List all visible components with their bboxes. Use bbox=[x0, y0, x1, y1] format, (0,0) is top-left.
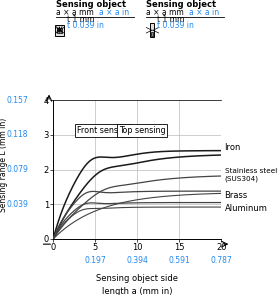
Text: Iron: Iron bbox=[225, 143, 241, 152]
Text: a × a mm: a × a mm bbox=[56, 8, 94, 17]
Text: Front sensing: Front sensing bbox=[77, 126, 130, 135]
Text: 0.118: 0.118 bbox=[7, 130, 28, 140]
Text: 0.591: 0.591 bbox=[168, 255, 190, 265]
Text: 0.394: 0.394 bbox=[126, 255, 148, 265]
Text: Sensing object side: Sensing object side bbox=[96, 274, 178, 283]
Text: t 0.039 in: t 0.039 in bbox=[67, 21, 104, 30]
Text: 0.157: 0.157 bbox=[6, 96, 28, 105]
Text: a × a in: a × a in bbox=[189, 8, 219, 17]
Text: Aluminum: Aluminum bbox=[225, 204, 267, 213]
Text: Sensing object: Sensing object bbox=[56, 0, 126, 9]
Text: t 1 mm: t 1 mm bbox=[67, 15, 95, 24]
Text: 0.197: 0.197 bbox=[84, 255, 106, 265]
Text: Brass: Brass bbox=[225, 191, 248, 200]
Text: Sensing object: Sensing object bbox=[146, 0, 216, 9]
Text: a × a mm: a × a mm bbox=[146, 8, 183, 17]
Text: t 0.039 in: t 0.039 in bbox=[157, 21, 194, 30]
Text: length a (mm in): length a (mm in) bbox=[102, 287, 172, 295]
Bar bbox=[150, 24, 154, 37]
Bar bbox=[57, 27, 62, 33]
Text: Top sensing: Top sensing bbox=[119, 126, 165, 135]
Text: a × a in: a × a in bbox=[99, 8, 130, 17]
Bar bbox=[55, 25, 64, 36]
Text: 0.039: 0.039 bbox=[6, 200, 28, 209]
Text: t 1 mm: t 1 mm bbox=[157, 15, 184, 24]
Text: 0.079: 0.079 bbox=[6, 165, 28, 174]
Bar bbox=[151, 32, 153, 36]
Text: Sensing range L (mm in): Sensing range L (mm in) bbox=[0, 118, 8, 212]
Text: Stainless steel
(SUS304): Stainless steel (SUS304) bbox=[225, 168, 277, 182]
Text: 0.787: 0.787 bbox=[210, 255, 232, 265]
